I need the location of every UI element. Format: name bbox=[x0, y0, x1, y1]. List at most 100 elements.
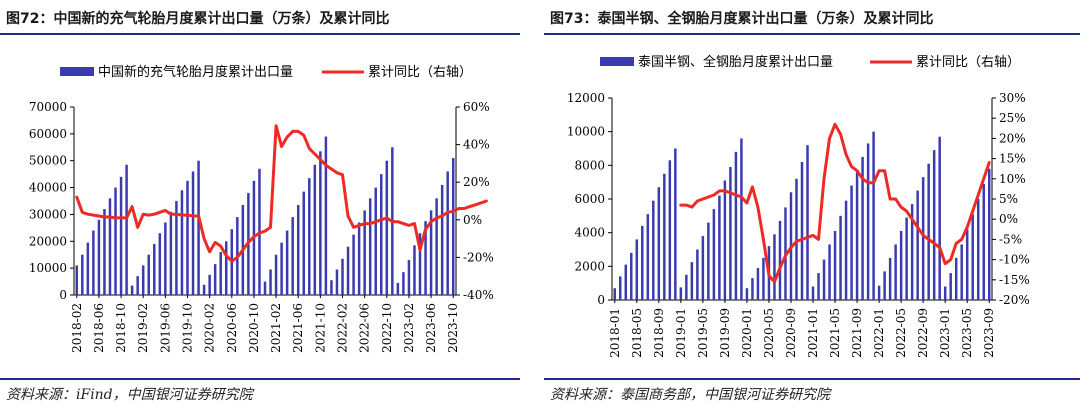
right-figure-panel: 图73：泰国半钢、全钢胎月度累计出口量（万条）及累计同比 泰国半钢、全钢胎月度累… bbox=[544, 0, 1080, 417]
right-x-tick-label: 2018-01 bbox=[608, 308, 622, 358]
left-bar bbox=[169, 211, 173, 295]
right-x-tick-label: 2023-01 bbox=[938, 308, 952, 358]
right-bar bbox=[696, 249, 699, 300]
right-bar bbox=[916, 190, 919, 300]
right-bar bbox=[965, 229, 969, 300]
left-x-tick-label: 2023-10 bbox=[446, 303, 460, 353]
right-bar bbox=[894, 244, 897, 300]
right-bar bbox=[943, 286, 947, 300]
left-source-note: 资料来源：iFind，中国银河证券研究院 bbox=[6, 387, 253, 403]
left-y-right-tick-label: -40% bbox=[463, 288, 494, 302]
left-y-right-tick-label: 20% bbox=[463, 175, 490, 189]
right-bar bbox=[762, 257, 765, 300]
left-source-rule bbox=[0, 378, 520, 380]
left-bar bbox=[153, 243, 156, 295]
right-bar bbox=[872, 131, 875, 300]
left-y-right-tick-label: 0% bbox=[463, 213, 482, 227]
right-bar bbox=[811, 286, 815, 300]
left-y-left-tick-label: 60000 bbox=[29, 127, 67, 141]
left-x-tick-label: 2021-06 bbox=[291, 303, 305, 353]
left-x-tick-label: 2019-10 bbox=[180, 303, 194, 353]
left-bar bbox=[291, 217, 294, 295]
left-bar bbox=[219, 252, 222, 295]
right-bar bbox=[679, 287, 683, 300]
left-bar bbox=[208, 274, 211, 295]
left-bar bbox=[368, 198, 372, 295]
left-bar bbox=[81, 254, 84, 295]
left-x-tick-label: 2019-06 bbox=[158, 303, 172, 353]
left-bar bbox=[225, 241, 228, 295]
left-bar bbox=[324, 136, 328, 295]
left-bar bbox=[335, 269, 339, 295]
right-x-tick-label: 2020-09 bbox=[784, 308, 798, 358]
right-bar bbox=[712, 209, 716, 300]
left-bar bbox=[213, 264, 217, 295]
left-bar bbox=[269, 269, 272, 295]
left-bar bbox=[97, 219, 101, 295]
left-bar bbox=[429, 210, 433, 295]
left-bar bbox=[374, 187, 377, 295]
left-bar bbox=[136, 276, 139, 295]
right-bar bbox=[663, 173, 666, 300]
left-bar bbox=[380, 174, 383, 295]
left-bar bbox=[191, 171, 195, 295]
left-bar bbox=[346, 246, 350, 295]
right-x-tick-label: 2023-05 bbox=[960, 308, 974, 358]
left-bar bbox=[274, 254, 278, 295]
left-bar bbox=[413, 245, 416, 295]
right-title-rule bbox=[544, 33, 1080, 35]
right-bar bbox=[861, 156, 864, 300]
left-bar bbox=[341, 258, 344, 295]
right-bar bbox=[910, 204, 914, 300]
right-bar bbox=[806, 145, 809, 300]
right-y-left-tick-label: 4000 bbox=[574, 226, 605, 240]
right-y-left-tick-label: 10000 bbox=[567, 125, 605, 139]
left-bar bbox=[263, 281, 267, 295]
right-x-tick-label: 2021-01 bbox=[806, 308, 820, 358]
right-x-tick-label: 2018-05 bbox=[630, 308, 644, 358]
right-bar bbox=[756, 268, 760, 300]
right-x-tick-label: 2019-09 bbox=[718, 308, 732, 358]
left-x-tick-label: 2023-02 bbox=[402, 303, 416, 353]
right-bar bbox=[817, 273, 820, 300]
left-y-right-tick-label: 60% bbox=[463, 100, 490, 114]
right-bar bbox=[795, 178, 798, 300]
left-x-tick-label: 2018-10 bbox=[114, 303, 128, 353]
left-x-tick-label: 2020-06 bbox=[225, 303, 239, 353]
right-bar bbox=[855, 172, 859, 300]
right-bar bbox=[674, 148, 677, 300]
left-figure-title: 图72：中国新的充气轮胎月度累计出口量（万条）及累计同比 bbox=[6, 11, 390, 27]
right-bar bbox=[949, 273, 952, 300]
left-bar bbox=[396, 282, 400, 295]
left-bar bbox=[451, 158, 455, 295]
right-x-tick-label: 2023-09 bbox=[982, 308, 996, 358]
left-y-left-tick-label: 70000 bbox=[29, 100, 67, 114]
right-bar bbox=[778, 220, 782, 300]
left-bar bbox=[114, 187, 117, 295]
left-bar bbox=[330, 280, 333, 295]
right-bar bbox=[668, 160, 672, 300]
left-x-tick-label: 2021-02 bbox=[269, 303, 283, 353]
right-bar bbox=[976, 199, 980, 300]
left-y-right-tick-label: 40% bbox=[463, 138, 490, 152]
left-x-tick-label: 2018-06 bbox=[92, 303, 106, 353]
left-bar bbox=[296, 205, 300, 295]
right-bar bbox=[619, 276, 622, 300]
right-bar bbox=[833, 230, 837, 300]
right-bar bbox=[905, 217, 908, 300]
left-chart: 中国新的充气轮胎月度累计出口量 累计同比（右轴） 0 10000 20000 30000 4… bbox=[29, 64, 494, 353]
left-y-left-tick-label: 10000 bbox=[29, 261, 67, 275]
right-legend-bar-swatch bbox=[600, 57, 634, 66]
right-bar bbox=[866, 143, 870, 300]
left-y-left-tick-label: 50000 bbox=[29, 154, 67, 168]
right-x-tick-label: 2022-01 bbox=[872, 308, 886, 358]
right-y-right-tick-label: -10% bbox=[999, 253, 1030, 267]
left-title-rule bbox=[0, 33, 520, 35]
right-bar bbox=[982, 183, 985, 300]
right-bar bbox=[734, 151, 738, 300]
right-y-right-tick-label: -15% bbox=[999, 273, 1030, 287]
right-x-tick-label: 2021-09 bbox=[850, 308, 864, 358]
left-bar bbox=[92, 230, 95, 295]
right-legend-line-label: 累计同比（右轴） bbox=[916, 55, 1020, 70]
right-bar bbox=[641, 225, 644, 300]
